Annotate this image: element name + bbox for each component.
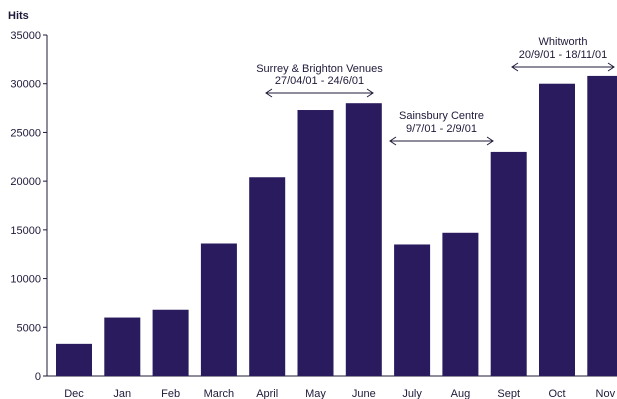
annotation-dates: 20/9/01 - 18/11/01 <box>519 49 607 61</box>
annotation-title: Sainsbury Centre <box>399 110 484 122</box>
bar-dec <box>56 343 92 376</box>
arrow-head-left <box>511 62 519 72</box>
category-label: Nov <box>596 388 616 399</box>
y-axis-ticks: 0 5000 10000 15000 20000 25000 30000 35000 <box>10 30 47 383</box>
bars <box>56 75 617 377</box>
category-label: April <box>256 388 278 399</box>
category-label: Jan <box>113 388 131 399</box>
category-label: Sept <box>497 388 520 399</box>
y-tick-label: 0 <box>35 371 41 383</box>
y-tick-label: 25000 <box>10 127 41 139</box>
y-tick-label: 30000 <box>10 79 41 91</box>
bar-sept <box>490 151 527 376</box>
category-label: Feb <box>161 388 180 399</box>
bar-oct <box>539 83 575 376</box>
category-label: Aug <box>451 388 471 399</box>
category-label: Dec <box>64 388 84 399</box>
category-label: March <box>204 388 235 399</box>
bar-june <box>345 103 382 376</box>
annotation-dates: 27/04/01 - 24/6/01 <box>275 75 364 87</box>
y-tick-label: 35000 <box>10 30 41 42</box>
bar-jan <box>104 317 141 376</box>
bar-july <box>394 244 431 376</box>
bar-may <box>297 110 334 377</box>
y-tick-label: 20000 <box>10 176 41 188</box>
category-label: July <box>402 388 422 399</box>
y-axis-label: Hits <box>8 10 29 22</box>
bar-nov <box>587 75 617 377</box>
bar-feb <box>152 309 189 376</box>
y-tick-label: 10000 <box>10 274 41 286</box>
annotation-title: Whitworth <box>539 36 588 48</box>
y-tick-label: 15000 <box>10 225 41 237</box>
arrow-head-left <box>389 136 397 146</box>
bar-aug <box>442 232 479 376</box>
y-tick-label: 5000 <box>17 322 41 334</box>
annotation-dates: 9/7/01 - 2/9/01 <box>406 123 477 135</box>
category-labels: Dec Jan Feb March April May June July Aug Sept Oct… <box>64 388 615 399</box>
arrow-head-right <box>486 136 494 146</box>
bar-march <box>200 243 237 376</box>
category-label: May <box>305 388 326 399</box>
annotation-title: Surrey & Brighton Venues <box>256 63 383 75</box>
bar-april <box>249 177 286 376</box>
arrow-head-right <box>366 88 374 98</box>
category-label: June <box>352 388 376 399</box>
category-label: Oct <box>548 388 565 399</box>
arrow-head-right <box>607 62 615 72</box>
arrow-head-left <box>265 88 273 98</box>
